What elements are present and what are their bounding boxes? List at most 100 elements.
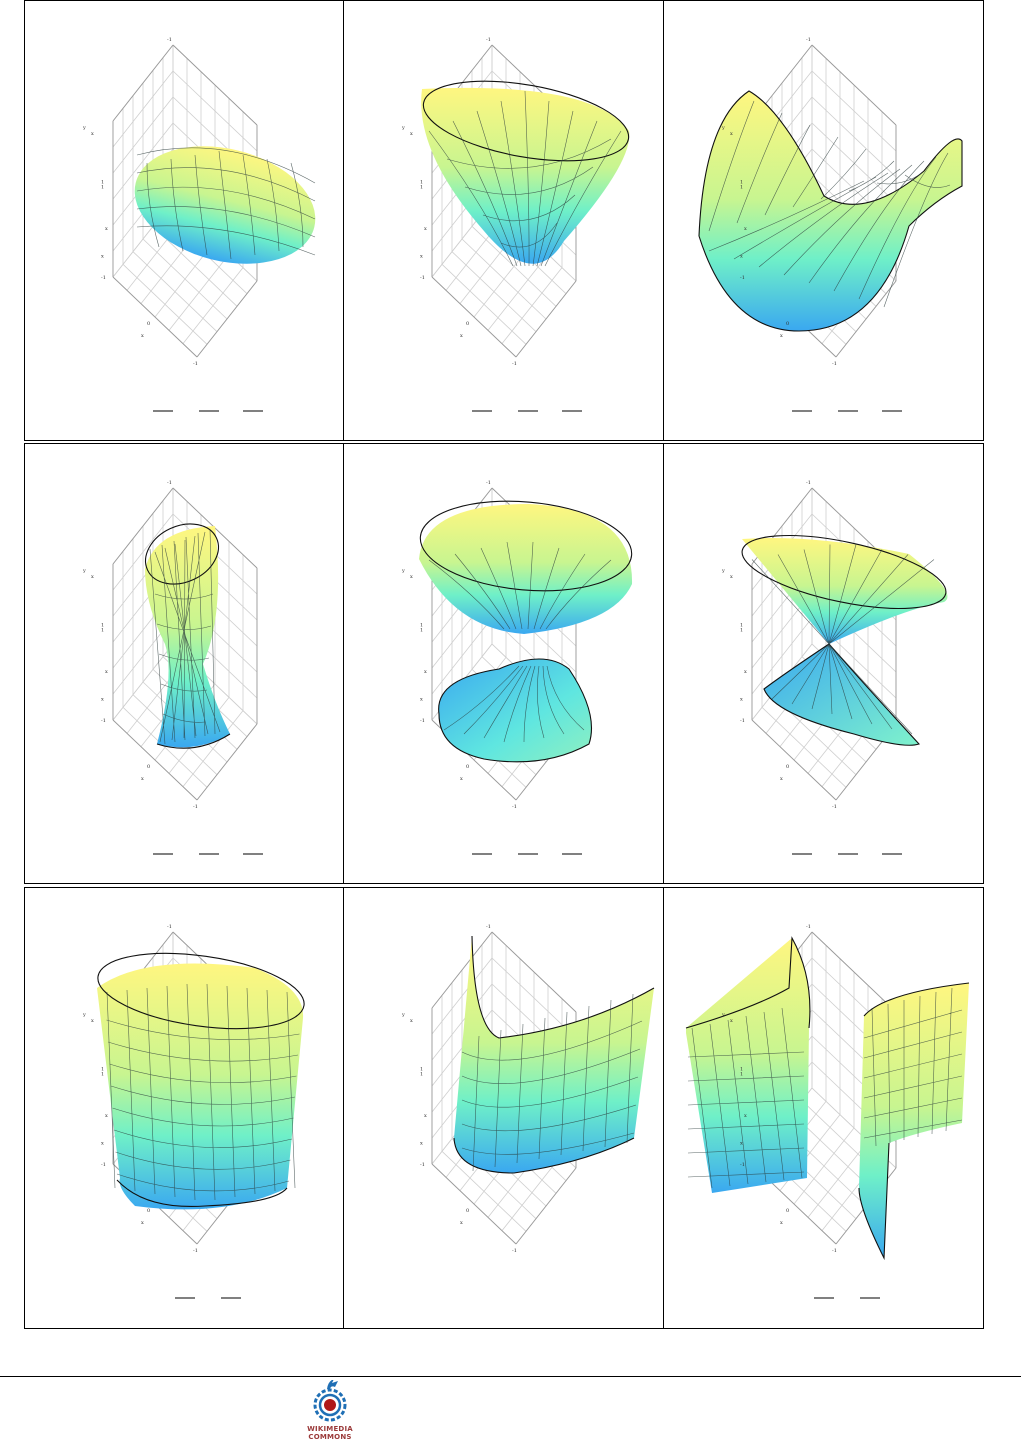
axis-tick: 1 bbox=[101, 179, 104, 185]
panel-elliptic-cylinder: -1 y x 1 1 x x -1 0 x -1 bbox=[24, 887, 344, 1329]
panel-ellipsoid: -1 y x 1 1 x x -1 0 x -1 bbox=[24, 0, 344, 441]
axis-tick: 1 bbox=[740, 184, 743, 190]
axis-tick: 1 bbox=[420, 627, 423, 633]
axis-tick: -1 bbox=[740, 1162, 745, 1168]
axis-tick: x bbox=[105, 226, 108, 232]
axis-label-y: y bbox=[401, 125, 405, 131]
axis-tick: x bbox=[105, 1113, 108, 1119]
axis-tick: -1 bbox=[420, 1162, 425, 1168]
axis-tick: -1 bbox=[832, 361, 837, 367]
axis-tick: 1 bbox=[101, 1066, 104, 1072]
elliptic-cylinder-surface bbox=[97, 952, 305, 1210]
axis-label-x: x bbox=[780, 1220, 783, 1226]
axis-tick: 1 bbox=[420, 184, 423, 190]
axis-tick: x bbox=[730, 574, 733, 580]
axis-label-x: x bbox=[141, 333, 144, 339]
axis-tick: x bbox=[744, 1113, 747, 1119]
panel-hyperboloid-of-two-sheets: -1 y x 1 1 x x -1 0 x -1 bbox=[343, 443, 664, 884]
axis-tick: -1 bbox=[486, 480, 491, 486]
axis-label-y: y bbox=[82, 1012, 86, 1018]
axis-tick: -1 bbox=[420, 718, 425, 724]
parabolic-cylinder-surface bbox=[453, 935, 655, 1174]
hyperboloid-of-one-sheet-surface bbox=[145, 523, 231, 749]
axis-tick: 0 bbox=[786, 1208, 789, 1214]
axis-tick: -1 bbox=[512, 1248, 517, 1254]
axis-tick: 1 bbox=[420, 1071, 423, 1077]
axis-tick: -1 bbox=[806, 480, 811, 486]
elliptic-cone-surface bbox=[741, 534, 948, 746]
axis-tick: x bbox=[101, 697, 104, 703]
axis-tick: 0 bbox=[466, 321, 469, 327]
hyperbolic-cylinder-surface bbox=[685, 936, 970, 1261]
figure-grid: -1 y x 1 1 x x -1 0 x -1 -1 y x 1 1 x x -1 0 x -1 -1 y x 1 1 x x -1 0 x… bbox=[24, 0, 984, 1329]
axis-tick: x bbox=[740, 1141, 743, 1147]
axis-label-y: y bbox=[721, 568, 725, 574]
axis-tick: x bbox=[410, 1018, 413, 1024]
axis-tick: -1 bbox=[740, 718, 745, 724]
axis-tick: -1 bbox=[193, 361, 198, 367]
panel-hyperbolic-cylinder: -1 y x 1 1 x x -1 0 x -1 bbox=[663, 887, 984, 1329]
axis-tick: -1 bbox=[486, 37, 491, 43]
axis-label-x: x bbox=[460, 1220, 463, 1226]
axis-tick: -1 bbox=[101, 718, 106, 724]
axis-tick: x bbox=[91, 1018, 94, 1024]
axis-tick: -1 bbox=[193, 1248, 198, 1254]
axis-label-y: y bbox=[401, 568, 405, 574]
elliptic-paraboloid-surface bbox=[421, 80, 630, 267]
axis-tick: 1 bbox=[740, 627, 743, 633]
axis-label-x: x bbox=[780, 776, 783, 782]
axis-tick: -1 bbox=[486, 924, 491, 930]
axis-tick: 0 bbox=[786, 764, 789, 770]
axis-label-y: y bbox=[82, 568, 86, 574]
axis-label-x: x bbox=[141, 1220, 144, 1226]
ellipsoid-surface bbox=[134, 146, 316, 264]
axis-tick: 1 bbox=[740, 1071, 743, 1077]
axis-tick: 0 bbox=[147, 321, 150, 327]
axis-tick: -1 bbox=[167, 924, 172, 930]
axis-tick: x bbox=[105, 669, 108, 675]
axes-box bbox=[751, 487, 897, 801]
axis-tick: 0 bbox=[147, 1208, 150, 1214]
axis-tick: 1 bbox=[420, 179, 423, 185]
axis-tick: -1 bbox=[101, 275, 106, 281]
axis-tick: -1 bbox=[806, 924, 811, 930]
axis-tick: -1 bbox=[806, 37, 811, 43]
axis-tick: -1 bbox=[420, 275, 425, 281]
axis-tick: 0 bbox=[147, 764, 150, 770]
axis-tick: 0 bbox=[466, 764, 469, 770]
axis-tick: 1 bbox=[740, 179, 743, 185]
axis-tick: x bbox=[730, 1018, 733, 1024]
axis-tick: 1 bbox=[740, 1066, 743, 1072]
axis-tick: -1 bbox=[512, 804, 517, 810]
hyperboloid-of-two-sheets-surface bbox=[419, 500, 633, 763]
axis-tick: x bbox=[101, 254, 104, 260]
axis-tick: x bbox=[730, 131, 733, 137]
logo-wordmark-line2: COMMONS bbox=[308, 1433, 352, 1441]
axis-tick: x bbox=[424, 1113, 427, 1119]
panel-hyperboloid-of-one-sheet: -1 y x 1 1 x x -1 0 x -1 bbox=[24, 443, 344, 884]
wikimedia-commons-logo: WIKIMEDIA COMMONS bbox=[300, 1380, 360, 1442]
axis-tick: x bbox=[101, 1141, 104, 1147]
axis-tick: x bbox=[740, 254, 743, 260]
axis-label-x: x bbox=[780, 333, 783, 339]
axis-tick: -1 bbox=[167, 37, 172, 43]
axis-label-x: x bbox=[460, 333, 463, 339]
panel-elliptic-paraboloid: -1 y x 1 1 x x -1 0 x -1 bbox=[343, 0, 664, 441]
axis-tick: x bbox=[410, 574, 413, 580]
axis-label-y: y bbox=[721, 125, 725, 131]
axis-tick: -1 bbox=[832, 804, 837, 810]
axis-tick: x bbox=[91, 131, 94, 137]
axis-tick: 0 bbox=[466, 1208, 469, 1214]
hyperbolic-paraboloid-surface bbox=[698, 90, 963, 332]
axis-label-x: x bbox=[460, 776, 463, 782]
axis-tick: 1 bbox=[740, 622, 743, 628]
